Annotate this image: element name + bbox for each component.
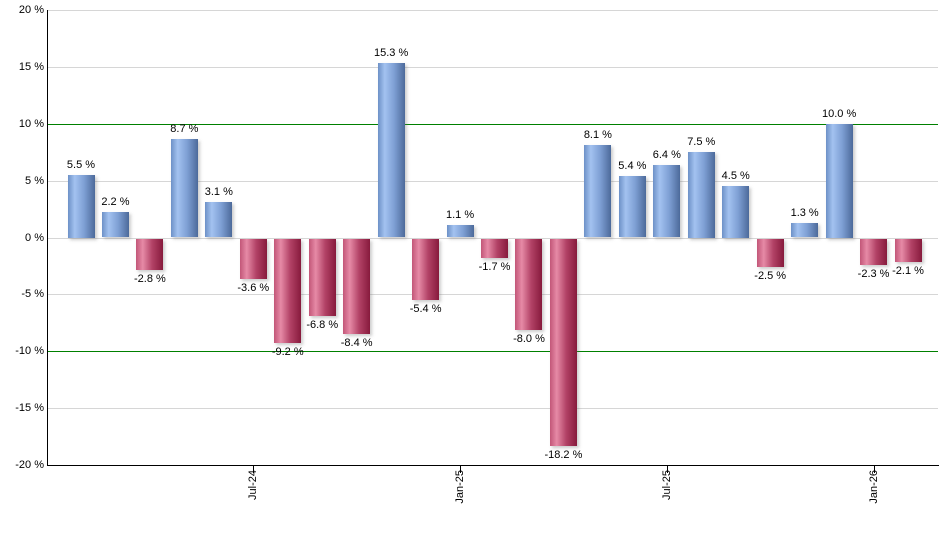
y-tick-label: 20 % xyxy=(18,4,44,16)
bar-positive xyxy=(722,186,750,238)
bar-value-label: 3.1 % xyxy=(204,186,233,199)
bar-value-label: -2.5 % xyxy=(754,269,787,282)
y-gridline xyxy=(48,66,938,68)
x-tick-label: Jan-26 xyxy=(867,470,880,504)
y-tick-label: 5 % xyxy=(25,174,44,187)
bar-positive xyxy=(377,63,405,238)
bar-negative xyxy=(894,238,922,263)
x-tick xyxy=(873,466,875,473)
y-gridline xyxy=(48,294,938,296)
y-gridline xyxy=(48,180,938,182)
highlight-line--10 xyxy=(48,351,938,353)
x-axis-line xyxy=(47,465,939,466)
bar-positive xyxy=(584,145,612,238)
y-tick-label: 0 % xyxy=(25,231,44,244)
bar-value-label: 15.3 % xyxy=(374,47,409,60)
bar-positive xyxy=(101,212,129,238)
y-tick-label: 15 % xyxy=(18,60,44,73)
bar-value-label: 1.1 % xyxy=(445,208,475,221)
bar-value-label: -18.2 % xyxy=(544,448,583,461)
bar-value-label: 10.0 % xyxy=(821,107,857,120)
bar-value-label: -8.4 % xyxy=(340,337,373,350)
bar-positive xyxy=(618,176,646,238)
bar-value-label: -8.0 % xyxy=(513,332,545,345)
bar-negative xyxy=(274,238,302,344)
bar-value-label: -2.1 % xyxy=(892,265,924,278)
bar-positive xyxy=(67,174,95,238)
bar-value-label: -3.6 % xyxy=(237,282,270,295)
x-tick-label: Jul-25 xyxy=(660,470,673,500)
bar-negative xyxy=(308,238,336,316)
y-gridline xyxy=(48,237,938,239)
y-gridline xyxy=(48,10,938,11)
bar-value-label: 6.4 % xyxy=(652,148,681,161)
bar-negative xyxy=(481,238,509,258)
bar-value-label: -2.8 % xyxy=(134,273,166,286)
x-tick xyxy=(460,466,462,473)
bar-value-label: -9.2 % xyxy=(271,346,304,359)
bar-value-label: 5.4 % xyxy=(618,160,647,173)
bar-negative xyxy=(136,238,164,271)
y-tick-label: 10 % xyxy=(18,117,44,130)
bar-positive xyxy=(170,138,198,238)
bar-value-label: -1.7 % xyxy=(478,260,511,273)
bar-value-label: 4.5 % xyxy=(721,170,750,183)
bar-negative xyxy=(860,238,888,265)
bar-negative xyxy=(549,238,577,446)
y-tick-label: -10 % xyxy=(15,345,44,358)
y-tick-label: -15 % xyxy=(15,402,44,415)
x-tick xyxy=(666,466,668,473)
bar-value-label: -2.3 % xyxy=(857,267,890,280)
bar-value-label: -5.4 % xyxy=(409,302,442,315)
bar-value-label: 1.3 % xyxy=(790,206,819,219)
bar-negative xyxy=(239,238,267,280)
x-tick xyxy=(253,466,255,473)
bar-negative xyxy=(515,238,543,330)
bar-negative xyxy=(343,238,371,335)
y-gridline xyxy=(48,408,938,410)
bar-value-label: 8.1 % xyxy=(583,129,612,142)
bar-value-label: -6.8 % xyxy=(306,318,339,331)
x-tick-label: Jul-24 xyxy=(247,470,260,500)
bar-positive xyxy=(653,164,681,238)
bar-positive xyxy=(446,224,474,238)
bar-positive xyxy=(825,123,853,238)
bar-positive xyxy=(791,222,819,238)
bar-value-label: 8.7 % xyxy=(170,122,199,135)
bar-value-label: 7.5 % xyxy=(687,136,716,149)
bar-negative xyxy=(756,238,784,267)
y-axis-line xyxy=(47,10,48,466)
y-tick-label: -20 % xyxy=(15,459,44,471)
bar-negative xyxy=(412,238,440,300)
bar-positive xyxy=(205,202,233,238)
highlight-line-10 xyxy=(48,123,938,125)
bar-value-label: 2.2 % xyxy=(101,196,130,209)
x-tick-label: Jan-25 xyxy=(454,470,467,504)
y-tick-label: -5 % xyxy=(21,288,44,301)
bar-positive xyxy=(687,152,715,238)
bar-value-label: 5.5 % xyxy=(66,158,96,171)
